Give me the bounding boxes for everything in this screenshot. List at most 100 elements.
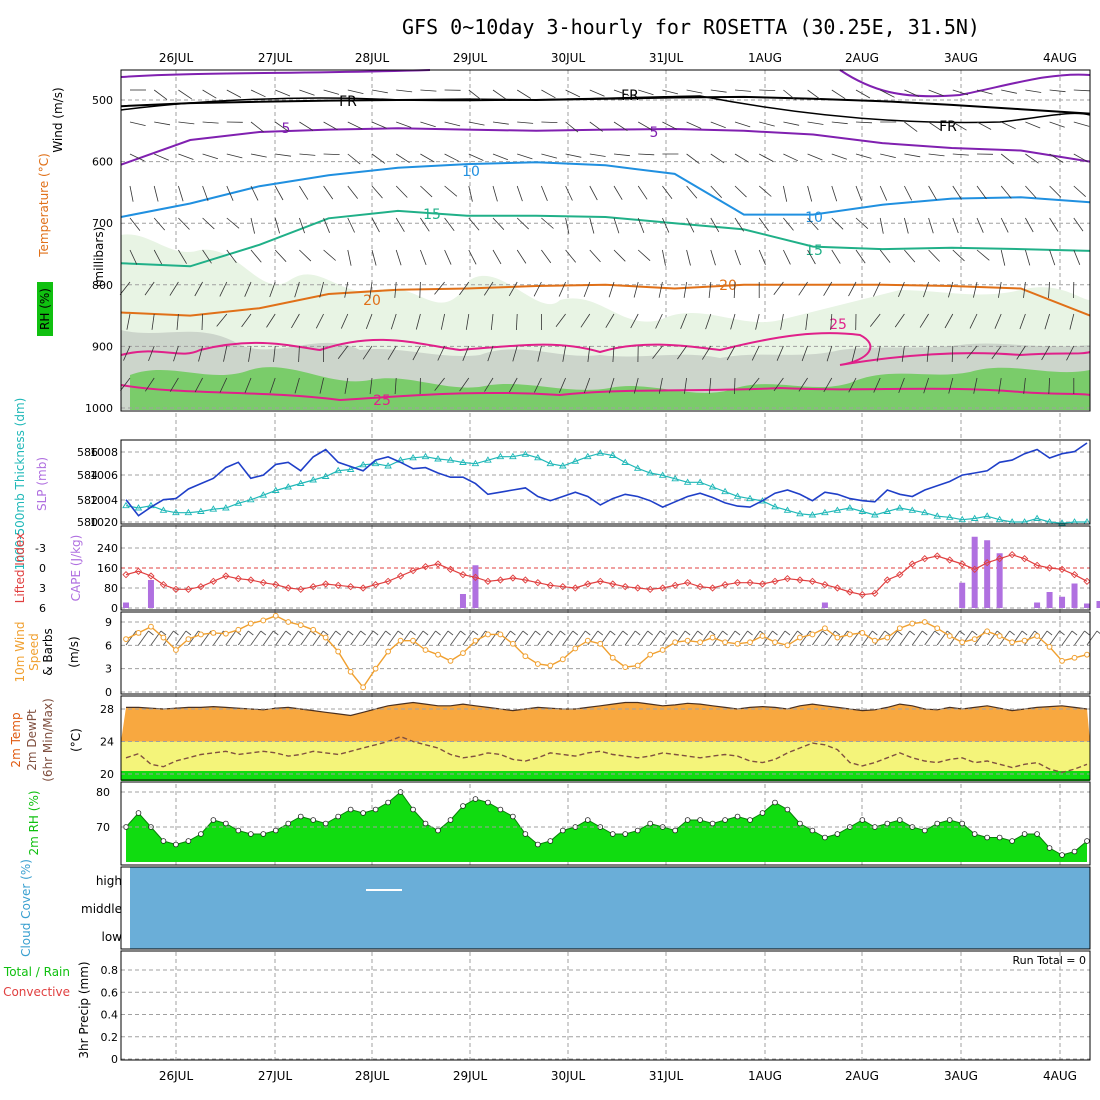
rh-point [335,813,341,820]
wind-barb [823,377,833,393]
lifted-index-point [871,589,879,597]
thickness-point [509,452,517,460]
wind-speed-point [534,661,541,667]
wind-barb [129,217,141,231]
rh-point [360,810,366,816]
surface-wind-barb [612,630,624,646]
rh-tick: 70 [96,821,110,834]
surface-wind-barb-flag [285,630,292,636]
wind-barb [759,121,775,127]
wind-barb [966,345,978,359]
wind-barb [153,217,166,231]
lifted-index-point [272,581,280,589]
rh-panel-frame [120,781,1091,866]
surface-wind-barb-flag [647,630,653,636]
wind-speed-point [797,634,803,641]
date-label-bottom: 27JUL [258,1069,293,1083]
wind-speed-point [597,640,604,647]
date-label-top: 1AUG [748,51,782,65]
isotherm-25 [120,332,1091,402]
lifted-index-point [409,567,417,575]
wind-barb [1000,185,1012,199]
wind-barb [976,185,987,200]
rh-point [1021,831,1028,837]
lifted-index-point [609,580,617,588]
thickness-point [209,505,218,512]
isotherm-label: 5 [650,125,659,141]
surface-wind-barb-flag [273,630,279,636]
surface-wind-barb [1036,630,1048,646]
wind-barb [226,249,237,264]
rh-point [285,820,292,827]
wind-barb [952,185,962,200]
surface-wind-barb [886,630,898,646]
wind-barb [759,153,774,162]
precip-tick: 0.2 [101,1031,119,1044]
lifted-index-point [846,588,854,596]
wind-barb [805,313,808,330]
wind-barb [709,377,712,394]
wind-speed-point [222,630,229,637]
lifted-index-line [125,554,1088,596]
wind-barb [831,153,848,160]
isotherm-label: FR [339,94,357,110]
wind-speed-point [572,645,579,652]
lifted-index-point [484,577,492,585]
pressure-axis-label: (millibars) [92,227,106,288]
wind-barb [269,377,276,394]
lifted-index-point [921,555,929,563]
wind-barb [780,313,784,330]
lifted-index-point [122,571,130,579]
wind-barb [244,377,252,393]
surface-wind-barb-flag [248,630,254,636]
wind-speed-point [734,640,741,647]
rh-point [260,831,267,837]
wind-barb [266,313,276,328]
surface-wind-barb [287,630,299,646]
wind-barb [178,121,195,125]
wind-barb [512,345,518,362]
wind-barb [468,153,484,161]
temp-panel-frame [120,695,1091,781]
surface-wind-barb [387,630,399,646]
wind-barb [662,185,673,200]
rh-point [185,838,192,844]
rh-point [347,806,354,813]
wind-barb [976,217,984,233]
lifted-index-tick: 0 [39,562,46,575]
wind-barb [365,313,373,330]
date-label-top: 29JUL [453,51,488,65]
thickness-point [783,506,792,513]
wind-speed-point [260,617,267,624]
wind-barb [541,217,554,229]
wind-speed-point [672,639,679,646]
thickness-point [321,472,330,479]
lifted-index-point [584,580,592,588]
wind-barb [807,249,816,265]
rh-point [435,827,441,834]
wind-barb [394,281,397,298]
wind-barb [613,89,630,96]
wind-barb [323,153,340,155]
wind-barb [490,313,494,330]
wind-barb [633,377,639,394]
rh-point [946,817,953,823]
wind-barb [226,89,242,98]
wind-barb [1073,185,1086,197]
wind-barb [848,281,857,297]
cloud-axis-label: Cloud Cover (%) [19,859,33,957]
wind-barb [734,89,751,92]
wind-speed-point [347,668,354,675]
dewpoint-line [125,735,1088,774]
date-label-bottom: 1AUG [748,1069,782,1083]
wind-barb [565,121,579,133]
wind-speed-point [322,634,329,641]
wind-barb [904,185,913,201]
wind-barb [369,281,373,298]
wind-barb [344,377,349,394]
wind-speed-point [410,637,416,644]
wind-barb [630,313,639,329]
wind-barb [299,121,314,131]
surface-wind-barb [1049,630,1060,646]
wind-barb [589,249,601,263]
